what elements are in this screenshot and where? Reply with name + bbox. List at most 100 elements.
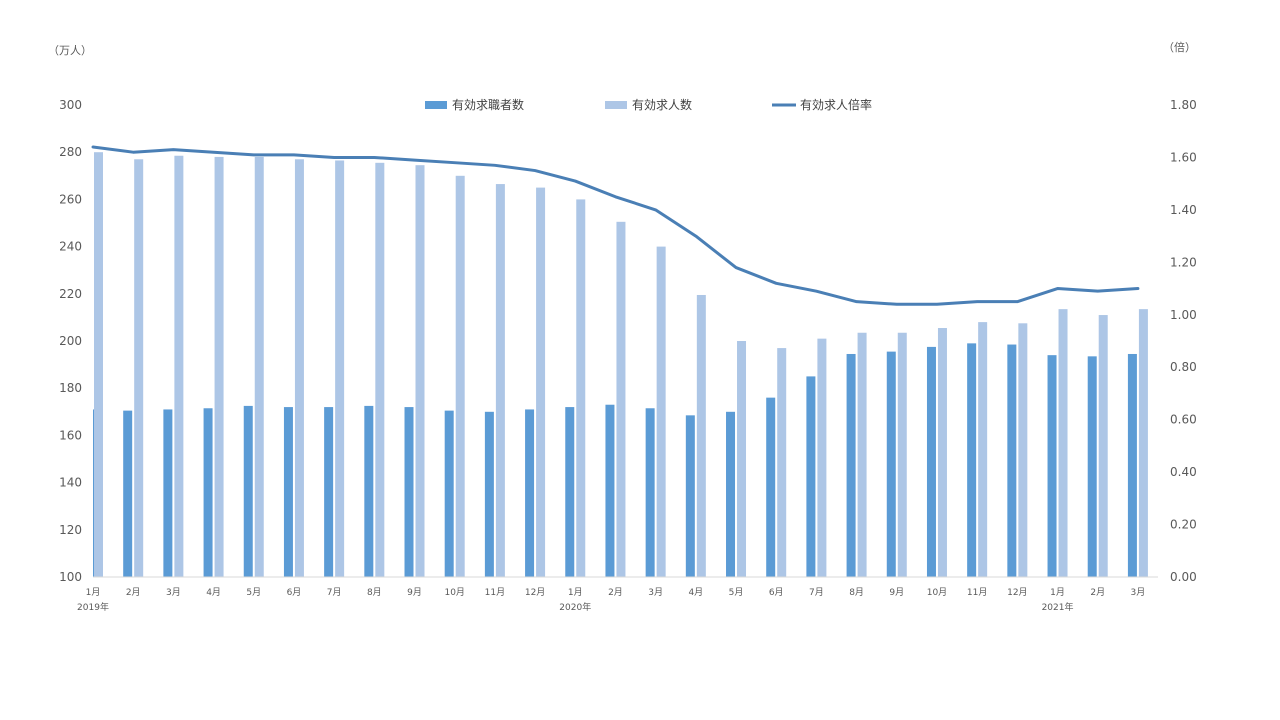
- bar-job-openings: [576, 199, 586, 577]
- bar-job-openings: [536, 187, 546, 577]
- x-tick-label: 1月: [86, 587, 101, 598]
- bar-job-seekers: [243, 405, 253, 577]
- x-tick-label: 9月: [407, 587, 422, 598]
- left-axis-unit: （万人）: [48, 44, 92, 57]
- year-label: 2021年: [1042, 601, 1074, 613]
- bar-job-seekers: [1047, 355, 1057, 577]
- right-tick-label: 1.80: [1170, 98, 1197, 112]
- right-tick-label: 0.80: [1170, 360, 1197, 374]
- bar-job-openings: [1138, 309, 1148, 577]
- bar-job-seekers: [123, 410, 133, 577]
- x-tick-label: 12月: [1007, 587, 1027, 598]
- x-tick-label: 12月: [525, 587, 545, 598]
- x-tick-label: 8月: [367, 587, 382, 598]
- x-tick-label: 10月: [444, 587, 464, 598]
- bar-job-openings: [777, 348, 787, 577]
- legend-label-job-seekers: 有効求職者数: [452, 97, 524, 112]
- right-tick-label: 0.20: [1170, 518, 1197, 532]
- x-tick-label: 4月: [206, 587, 221, 598]
- bar-job-openings: [134, 159, 144, 577]
- bar-job-openings: [1058, 309, 1068, 577]
- bar-job-openings: [455, 175, 465, 578]
- bar-job-seekers: [605, 404, 615, 577]
- bar-job-seekers: [967, 343, 977, 577]
- bar-job-openings: [696, 294, 706, 577]
- right-tick-label: 1.60: [1170, 150, 1197, 164]
- legend-label-ratio: 有効求人倍率: [800, 97, 872, 112]
- bar-job-seekers: [726, 411, 736, 577]
- bar-job-openings: [415, 165, 425, 577]
- legend-label-job-openings: 有効求人数: [632, 97, 692, 112]
- x-tick-label: 8月: [849, 587, 864, 598]
- bar-job-openings: [737, 341, 747, 577]
- bar-job-openings: [254, 156, 264, 578]
- legend-swatch-job-seekers: [425, 101, 447, 109]
- bar-job-seekers: [886, 351, 896, 577]
- bar-job-openings: [937, 328, 947, 577]
- bar-job-seekers: [203, 408, 213, 577]
- bar-job-seekers: [846, 353, 856, 577]
- left-tick-label: 280: [59, 145, 82, 159]
- right-tick-label: 1.00: [1170, 308, 1197, 322]
- left-tick-label: 240: [59, 240, 82, 254]
- x-tick-label: 3月: [648, 587, 663, 598]
- year-label: 2019年: [77, 601, 109, 613]
- bar-job-seekers: [525, 409, 535, 577]
- x-tick-label: 6月: [769, 587, 784, 598]
- bar-job-openings: [616, 221, 626, 577]
- left-tick-label: 220: [59, 287, 82, 301]
- left-tick-label: 140: [59, 476, 82, 490]
- bar-job-openings: [857, 332, 867, 577]
- bar-job-seekers: [444, 410, 454, 577]
- left-tick-label: 200: [59, 334, 82, 348]
- bar-job-openings: [1018, 323, 1028, 577]
- bar-job-seekers: [404, 407, 414, 577]
- right-tick-label: 1.40: [1170, 203, 1197, 217]
- left-tick-label: 300: [59, 98, 82, 112]
- bar-job-seekers: [1087, 356, 1097, 577]
- left-tick-label: 260: [59, 192, 82, 206]
- bar-job-seekers: [685, 415, 695, 577]
- legend-swatch-job-openings: [605, 101, 627, 109]
- ratio-series-line: [91, 145, 1140, 306]
- x-tick-label: 6月: [287, 587, 302, 598]
- bar-job-seekers: [283, 407, 293, 577]
- x-tick-label: 11月: [485, 587, 505, 598]
- x-tick-label: 9月: [889, 587, 904, 598]
- x-tick-label: 7月: [809, 587, 824, 598]
- bar-job-openings: [495, 184, 505, 577]
- bar-job-openings: [1098, 315, 1108, 577]
- bar-job-seekers: [484, 411, 494, 577]
- bar-job-seekers: [645, 408, 655, 577]
- left-tick-label: 120: [59, 523, 82, 537]
- x-tick-label: 11月: [967, 587, 987, 598]
- bar-job-openings: [897, 332, 907, 577]
- x-axis: 1月 2月 3月 4月 5月 6月 7月 8月 9月 10月 11月 12月 1月 2月 3月 4月 5月 6月 7…: [77, 587, 1145, 613]
- right-axis-unit: （倍）: [1163, 40, 1196, 54]
- right-tick-label: 0.00: [1170, 570, 1197, 584]
- bar-job-seekers: [324, 407, 334, 577]
- x-tick-label: 7月: [327, 587, 342, 598]
- bar-job-openings: [375, 162, 385, 577]
- bar-job-openings: [94, 152, 103, 577]
- x-tick-label: 2月: [1090, 587, 1105, 598]
- x-tick-label: 1月: [568, 587, 583, 598]
- bar-job-openings: [214, 156, 224, 578]
- bars: [93, 152, 1148, 578]
- bar-job-seekers: [806, 376, 816, 577]
- legend: 有効求職者数 有効求人数 有効求人倍率: [425, 97, 872, 112]
- right-tick-label: 0.60: [1170, 413, 1197, 427]
- x-tick-label: 5月: [246, 587, 261, 598]
- bar-job-seekers: [1127, 353, 1137, 577]
- x-tick-label: 5月: [729, 587, 744, 598]
- right-tick-label: 1.20: [1170, 255, 1197, 269]
- bar-job-openings: [335, 160, 345, 577]
- left-tick-label: 180: [59, 381, 82, 395]
- bar-job-openings: [656, 246, 666, 577]
- bar-job-openings: [174, 155, 184, 578]
- x-tick-label: 3月: [1131, 587, 1146, 598]
- x-tick-label: 3月: [166, 587, 181, 598]
- ratio-line: [91, 145, 1140, 306]
- left-axis: 300 280 260 240 220 200 180 160 140 120 100: [59, 98, 82, 584]
